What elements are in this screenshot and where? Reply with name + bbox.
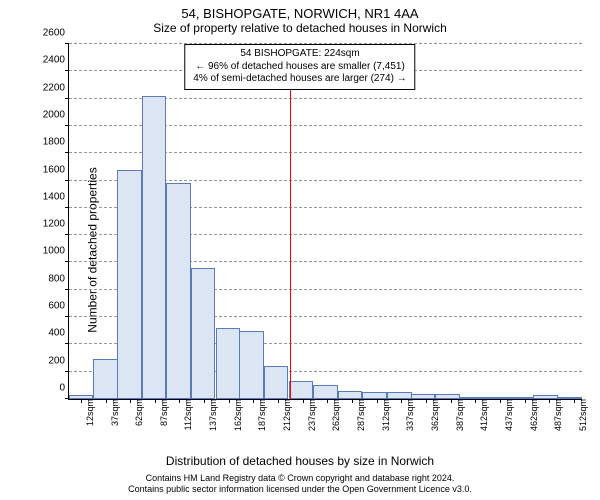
histogram-bar	[142, 96, 167, 399]
y-tick-mark	[65, 234, 69, 235]
x-tick-mark	[278, 399, 279, 403]
x-tick-label: 87sqm	[155, 399, 169, 426]
x-tick-label: 312sqm	[377, 399, 391, 431]
histogram-bar	[239, 331, 264, 399]
histogram-bar	[93, 359, 118, 399]
x-tick-label: 487sqm	[549, 399, 563, 431]
chart-container: 54, BISHOPGATE, NORWICH, NR1 4AA Size of…	[0, 0, 600, 500]
x-tick-label: 187sqm	[253, 399, 267, 431]
y-tick-label: 1000	[43, 246, 69, 257]
y-tick-mark	[65, 371, 69, 372]
y-tick-mark	[65, 316, 69, 317]
y-tick-label: 2200	[43, 82, 69, 93]
y-tick-mark	[65, 98, 69, 99]
y-tick-label: 2600	[43, 28, 69, 39]
histogram-bar	[166, 183, 191, 399]
x-tick-label: 237sqm	[303, 399, 317, 431]
x-tick-mark	[155, 399, 156, 403]
x-tick-mark	[229, 399, 230, 403]
y-tick-mark	[65, 207, 69, 208]
x-tick-label: 212sqm	[278, 399, 292, 431]
x-tick-mark	[130, 399, 131, 403]
y-tick-mark	[65, 343, 69, 344]
x-tick-label: 412sqm	[475, 399, 489, 431]
x-tick-mark	[401, 399, 402, 403]
y-tick-label: 1600	[43, 164, 69, 175]
x-tick-label: 262sqm	[327, 399, 341, 431]
y-tick-mark	[65, 70, 69, 71]
x-tick-mark	[549, 399, 550, 403]
x-tick-label: 437sqm	[500, 399, 514, 431]
x-tick-label: 62sqm	[130, 399, 144, 426]
histogram-bar	[216, 328, 241, 399]
y-tick-label: 1200	[43, 219, 69, 230]
x-tick-mark	[81, 399, 82, 403]
x-tick-label: 37sqm	[106, 399, 120, 426]
x-tick-mark	[377, 399, 378, 403]
callout-line-3: 4% of semi-detached houses are larger (2…	[193, 73, 406, 86]
y-tick-label: 600	[48, 301, 69, 312]
x-tick-mark	[106, 399, 107, 403]
x-axis-label: Distribution of detached houses by size …	[0, 454, 600, 468]
x-tick-mark	[475, 399, 476, 403]
y-tick-mark	[65, 180, 69, 181]
x-tick-mark	[204, 399, 205, 403]
callout-line-1: 54 BISHOPGATE: 224sqm	[193, 48, 406, 61]
y-tick-label: 0	[59, 383, 69, 394]
x-tick-label: 287sqm	[352, 399, 366, 431]
chart-subtitle: Size of property relative to detached ho…	[0, 21, 600, 39]
x-tick-label: 462sqm	[525, 399, 539, 431]
y-tick-label: 2000	[43, 109, 69, 120]
reference-line	[290, 44, 291, 399]
y-tick-label: 2400	[43, 55, 69, 66]
x-tick-mark	[426, 399, 427, 403]
y-tick-label: 800	[48, 273, 69, 284]
x-tick-mark	[179, 399, 180, 403]
histogram-bar	[117, 170, 142, 399]
footnote: Contains HM Land Registry data © Crown c…	[0, 473, 600, 496]
callout-box: 54 BISHOPGATE: 224sqm ← 96% of detached …	[184, 44, 415, 90]
x-tick-mark	[500, 399, 501, 403]
chart-title: 54, BISHOPGATE, NORWICH, NR1 4AA	[0, 0, 600, 21]
y-tick-mark	[65, 261, 69, 262]
y-tick-label: 200	[48, 355, 69, 366]
x-tick-mark	[352, 399, 353, 403]
x-tick-label: 387sqm	[451, 399, 465, 431]
plot-area: 0200400600800100012001400160018002000220…	[68, 44, 582, 400]
y-tick-mark	[65, 289, 69, 290]
x-tick-label: 162sqm	[229, 399, 243, 431]
x-tick-mark	[451, 399, 452, 403]
histogram-bar	[338, 391, 363, 399]
histogram-bar	[289, 381, 314, 399]
histogram-bar	[362, 392, 387, 400]
histogram-bar	[264, 366, 289, 399]
y-tick-label: 1400	[43, 191, 69, 202]
x-tick-label: 112sqm	[179, 399, 193, 430]
y-tick-label: 1800	[43, 137, 69, 148]
x-tick-mark	[574, 399, 575, 403]
y-tick-mark	[65, 152, 69, 153]
x-tick-mark	[327, 399, 328, 403]
x-tick-label: 12sqm	[81, 399, 95, 426]
x-tick-label: 512sqm	[574, 399, 588, 431]
x-tick-mark	[253, 399, 254, 403]
y-tick-mark	[65, 43, 69, 44]
x-tick-label: 337sqm	[401, 399, 415, 431]
footnote-line-2: Contains public sector information licen…	[0, 484, 600, 496]
x-tick-mark	[303, 399, 304, 403]
x-tick-label: 362sqm	[426, 399, 440, 431]
histogram-bar	[313, 385, 338, 399]
x-tick-label: 137sqm	[204, 399, 218, 431]
callout-line-2: ← 96% of detached houses are smaller (7,…	[193, 61, 406, 74]
y-tick-mark	[65, 125, 69, 126]
y-tick-label: 400	[48, 328, 69, 339]
x-tick-mark	[525, 399, 526, 403]
footnote-line-1: Contains HM Land Registry data © Crown c…	[0, 473, 600, 485]
histogram-bar	[191, 268, 216, 399]
